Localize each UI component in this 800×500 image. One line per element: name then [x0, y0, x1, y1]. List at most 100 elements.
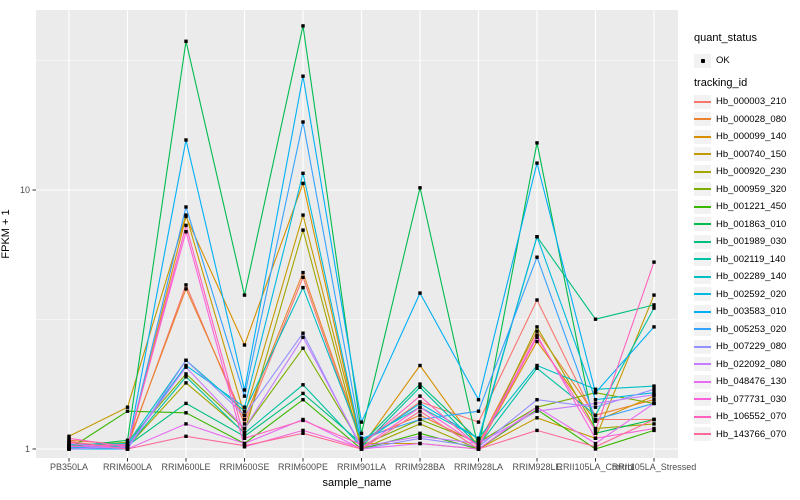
legend-key-box: [694, 217, 711, 232]
series-line-icon: [694, 188, 711, 191]
x-tick-label: RRIM600LE: [161, 462, 211, 472]
legend-key-box: [694, 322, 711, 337]
legend-entry-label: Hb_048476_130: [716, 376, 787, 388]
x-tick-label: RRIM901LA: [336, 462, 387, 472]
legend-entry-label: Hb_143766_070: [716, 428, 787, 440]
series-line-icon: [694, 258, 711, 261]
series-line-icon: [694, 135, 711, 138]
legend-key-box: [694, 129, 711, 144]
legend-entry-label: Hb_000028_080: [716, 113, 787, 125]
series-line-icon: [694, 398, 711, 401]
y-axis-title: FPKM + 1: [0, 209, 12, 259]
series-line-icon: [694, 153, 711, 156]
legend-key-box: [694, 409, 711, 424]
series-line-icon: [694, 118, 711, 121]
legend-entry: Hb_001221_450: [694, 198, 786, 216]
legend-entry: Hb_143766_070: [694, 426, 786, 444]
legend-key-box: [694, 112, 711, 127]
y-tick-label: 10: [19, 184, 30, 195]
series-line-icon: [694, 380, 711, 383]
legend-key-box: [694, 147, 711, 162]
legend-entry-label: Hb_000099_140: [716, 131, 787, 143]
legend-entry: Hb_002592_020: [694, 286, 786, 304]
legend-entry-label: Hb_002592_020: [716, 288, 787, 300]
x-tick-label: RRIM600SE: [219, 462, 270, 472]
series-line-icon: [694, 223, 711, 226]
x-tick-label: RRIM600LA: [102, 462, 153, 472]
series-line-icon: [694, 345, 711, 348]
x-tick-label: RRII105LA_Control: [556, 462, 635, 472]
legend-key-box: [694, 392, 711, 407]
legend-entry: Hb_000003_210: [694, 93, 786, 111]
legend-entry-label: Hb_001221_450: [716, 201, 787, 213]
series-line-icon: [694, 293, 711, 296]
x-tick-label: RRII105LA_Stressed: [611, 462, 697, 472]
legend-key-box: [694, 287, 711, 302]
legend-entry-label: Hb_077731_030: [716, 393, 787, 405]
legend-key-box: [694, 182, 711, 197]
legend-title-quant-status: quant_status: [694, 32, 757, 44]
series-line-icon: [694, 170, 711, 173]
legend-entry: Hb_001863_010: [694, 216, 786, 234]
legend-entry: Hb_001989_030: [694, 233, 786, 251]
legend-entry: Hb_002289_140: [694, 268, 786, 286]
legend-key-box: [694, 374, 711, 389]
legend-entry-label: Hb_003583_010: [716, 306, 787, 318]
legend-entry-label: Hb_022092_080: [716, 358, 787, 370]
legend-entry-label: Hb_000740_150: [716, 148, 787, 160]
ok-point-icon: [700, 59, 705, 64]
legend-entry-label: Hb_000959_320: [716, 183, 787, 195]
legend-entry-label: Hb_000003_210: [716, 96, 787, 108]
x-tick-label: RRIM928LE: [512, 462, 562, 472]
legend-entry-label: Hb_007229_080: [716, 341, 787, 353]
series-line-icon: [694, 415, 711, 418]
legend-entry: Hb_003583_010: [694, 303, 786, 321]
series-line-icon: [694, 240, 711, 243]
legend-key-box: [694, 339, 711, 354]
legend-entry-label: Hb_106552_070: [716, 411, 787, 423]
legend-title-tracking-id: tracking_id: [694, 77, 748, 89]
x-tick-label: PB350LA: [49, 462, 89, 472]
legend-entry: Hb_002119_140: [694, 251, 786, 269]
legend-entry: Hb_000959_320: [694, 181, 786, 199]
x-tick-label: RRIM928LA: [453, 462, 504, 472]
legend-key-box: [694, 234, 711, 249]
series-line-icon: [694, 100, 711, 103]
legend-key-box: [694, 94, 711, 109]
x-axis-title: sample_name: [322, 477, 392, 489]
legend-entry-quant-ok: OK: [694, 52, 730, 70]
legend-key-box: [694, 357, 711, 372]
legend-entry-label: Hb_000920_230: [716, 166, 787, 178]
series-line-icon: [694, 275, 711, 278]
legend-entry: Hb_000740_150: [694, 146, 786, 164]
legend-key-box: [694, 164, 711, 179]
legend-entry-label: Hb_002289_140: [716, 271, 787, 283]
series-line-icon: [694, 363, 711, 366]
legend-key-box: [694, 427, 711, 442]
legend-entry: Hb_077731_030: [694, 391, 786, 409]
legend-entry-label: Hb_001863_010: [716, 218, 787, 230]
legend-key-box: [694, 199, 711, 214]
legend-key-box: [694, 252, 711, 267]
legend-entry-label: OK: [716, 55, 730, 67]
x-tick-label: RRIM600PE: [277, 462, 329, 472]
legend-key-box: [694, 53, 711, 68]
x-tick-label: RRIM928BA: [394, 462, 446, 472]
series-line-icon: [694, 310, 711, 313]
legend-entry: Hb_106552_070: [694, 408, 786, 426]
legend-entry: Hb_005253_020: [694, 321, 786, 339]
y-tick-label: 1: [24, 443, 30, 454]
legend-entry-label: Hb_001989_030: [716, 236, 787, 248]
legend-entry: Hb_048476_130: [694, 373, 786, 391]
series-line-icon: [694, 433, 711, 436]
legend-key-box: [694, 269, 711, 284]
legend-entry: Hb_000028_080: [694, 111, 786, 129]
series-line-icon: [694, 328, 711, 331]
legend-entry: Hb_022092_080: [694, 356, 786, 374]
series-line-icon: [694, 205, 711, 208]
legend-entry-label: Hb_002119_140: [716, 253, 786, 265]
legend-entry: Hb_000099_140: [694, 128, 786, 146]
legend-entry-list: Hb_000003_210 Hb_000028_080 Hb_000099_140 H…: [694, 93, 786, 443]
legend-entry: Hb_000920_230: [694, 163, 786, 181]
